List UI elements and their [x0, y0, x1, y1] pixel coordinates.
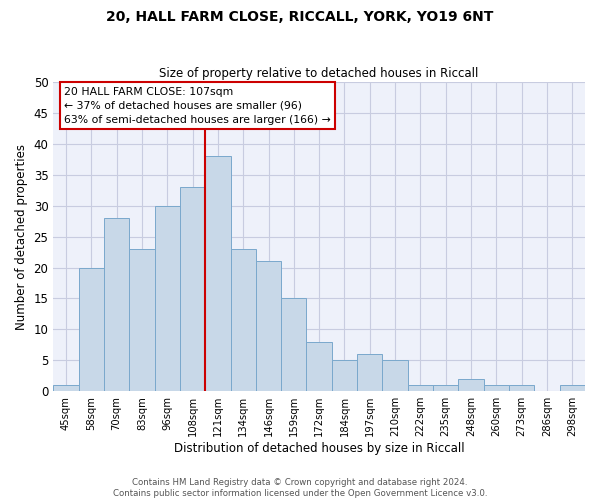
Title: Size of property relative to detached houses in Riccall: Size of property relative to detached ho…	[160, 66, 479, 80]
Bar	[307, 342, 332, 391]
Bar	[256, 262, 281, 391]
Bar	[560, 385, 585, 391]
Bar	[230, 249, 256, 391]
Bar	[180, 187, 205, 391]
Bar	[408, 385, 433, 391]
Bar	[205, 156, 230, 391]
Bar	[382, 360, 408, 391]
Bar	[79, 268, 104, 391]
X-axis label: Distribution of detached houses by size in Riccall: Distribution of detached houses by size …	[174, 442, 464, 455]
Bar	[433, 385, 458, 391]
Bar	[53, 385, 79, 391]
Bar	[104, 218, 129, 391]
Text: 20 HALL FARM CLOSE: 107sqm
← 37% of detached houses are smaller (96)
63% of semi: 20 HALL FARM CLOSE: 107sqm ← 37% of deta…	[64, 86, 331, 124]
Bar	[332, 360, 357, 391]
Bar	[484, 385, 509, 391]
Bar	[281, 298, 307, 391]
Bar	[509, 385, 535, 391]
Bar	[458, 379, 484, 391]
Text: Contains HM Land Registry data © Crown copyright and database right 2024.
Contai: Contains HM Land Registry data © Crown c…	[113, 478, 487, 498]
Y-axis label: Number of detached properties: Number of detached properties	[15, 144, 28, 330]
Text: 20, HALL FARM CLOSE, RICCALL, YORK, YO19 6NT: 20, HALL FARM CLOSE, RICCALL, YORK, YO19…	[106, 10, 494, 24]
Bar	[155, 206, 180, 391]
Bar	[129, 249, 155, 391]
Bar	[357, 354, 382, 391]
